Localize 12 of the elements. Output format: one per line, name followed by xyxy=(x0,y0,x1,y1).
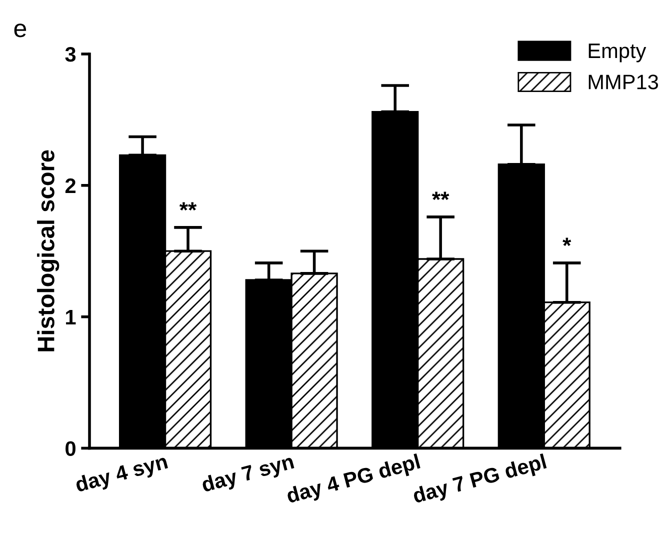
y-tick-label: 1 xyxy=(66,310,76,324)
y-tick-label: 0 xyxy=(66,441,76,456)
annotation: ** xyxy=(432,192,450,200)
annotation: * xyxy=(562,238,572,246)
x-tick-label: day 4 syn xyxy=(74,453,170,496)
y-tick-label: 3 xyxy=(65,47,76,62)
text: e xyxy=(14,24,26,38)
legend-label: MMP13 xyxy=(588,74,658,90)
annotation: ** xyxy=(179,202,197,211)
y-axis-title: Histological score xyxy=(37,150,60,352)
y-tick-label: 2 xyxy=(65,178,76,193)
legend-label: Empty xyxy=(588,44,646,62)
